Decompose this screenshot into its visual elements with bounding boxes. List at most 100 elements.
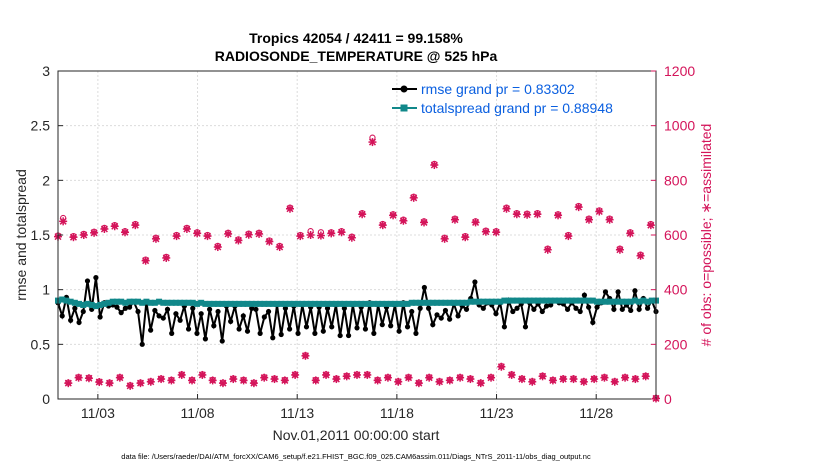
obs-assimilated-point — [250, 379, 258, 387]
rmse-point — [371, 331, 376, 336]
rmse-point — [405, 324, 410, 329]
rmse-point — [215, 309, 220, 314]
rmse-point — [98, 314, 103, 319]
rmse-point — [241, 313, 246, 318]
rmse-point — [628, 308, 633, 313]
rmse-point — [363, 326, 368, 331]
rmse-point — [119, 310, 124, 315]
rmse-point — [279, 332, 284, 337]
rmse-point — [211, 323, 216, 328]
rmse-point — [85, 278, 90, 283]
rmse-point — [590, 320, 595, 325]
obs-assimilated-point — [585, 216, 593, 224]
obs-assimilated-point — [157, 375, 165, 383]
legend-rmse-label: rmse grand pr = 0.83302 — [421, 81, 575, 97]
rmse-point — [338, 333, 343, 338]
obs-assimilated-point — [281, 376, 289, 384]
obs-assimilated-point — [106, 379, 114, 387]
obs-assimilated-point — [631, 375, 639, 383]
legend-rmse-marker — [401, 86, 408, 93]
rmse-point — [287, 326, 292, 331]
obs-assimilated-point — [435, 378, 443, 386]
obs-assimilated-point — [368, 138, 376, 146]
rmse-point — [312, 331, 317, 336]
obs-assimilated-point — [528, 378, 536, 386]
obs-assimilated-point — [332, 375, 340, 383]
rmse-point — [426, 306, 431, 311]
obs-assimilated-point — [85, 374, 93, 382]
rmse-point — [620, 307, 625, 312]
y2-tick-label: 0 — [664, 391, 672, 407]
x-tick-label: 11/03 — [81, 405, 115, 421]
obs-assimilated-point — [549, 376, 557, 384]
rmse-point — [615, 289, 620, 294]
rmse-point — [514, 306, 519, 311]
obs-assimilated-point — [95, 378, 103, 386]
obs-assimilated-point — [271, 375, 279, 383]
y2-tick-label: 200 — [664, 336, 688, 352]
rmse-point — [603, 289, 608, 294]
obs-assimilated-point — [554, 211, 562, 219]
rmse-point — [531, 307, 536, 312]
rmse-point — [270, 335, 275, 340]
obs-assimilated-point — [69, 233, 77, 241]
obs-assimilated-point — [209, 376, 217, 384]
rmse-point — [439, 315, 444, 320]
obs-assimilated-point — [482, 228, 490, 236]
obs-assimilated-point — [472, 218, 480, 226]
rmse-point — [594, 305, 599, 310]
rmse-point — [152, 308, 157, 313]
rmse-point — [194, 331, 199, 336]
rmse-point — [502, 324, 507, 329]
y2-tick-label: 400 — [664, 282, 688, 298]
rmse-point — [161, 315, 166, 320]
obs-assimilated-point — [477, 379, 485, 387]
obs-assimilated-point — [291, 371, 299, 379]
obs-assimilated-point — [559, 375, 567, 383]
obs-assimilated-point — [147, 378, 155, 386]
obs-assimilated-point — [606, 216, 614, 224]
obs-assimilated-point — [265, 238, 273, 246]
rmse-point — [178, 318, 183, 323]
obs-assimilated-point — [441, 235, 449, 243]
obs-assimilated-point — [312, 376, 320, 384]
obs-assimilated-point — [533, 210, 541, 218]
rmse-point — [81, 309, 86, 314]
obs-assimilated-point — [595, 207, 603, 215]
obs-assimilated-point — [374, 376, 382, 384]
obs-assimilated-point — [167, 376, 175, 384]
obs-assimilated-point — [173, 232, 181, 240]
obs-assimilated-point — [642, 372, 650, 380]
rmse-point — [262, 314, 267, 319]
rmse-point — [346, 333, 351, 338]
y2-tick-label: 1000 — [664, 118, 695, 134]
x-tick-label: 11/08 — [181, 405, 215, 421]
obs-assimilated-point — [162, 254, 170, 262]
rmse-point — [586, 305, 591, 310]
obs-assimilated-point — [136, 379, 144, 387]
obs-assimilated-point — [379, 221, 387, 229]
obs-assimilated-point — [317, 232, 325, 240]
rmse-point — [203, 336, 208, 341]
rmse-point — [573, 306, 578, 311]
obs-assimilated-point — [188, 376, 196, 384]
obs-assimilated-point — [363, 371, 371, 379]
obs-assimilated-point — [152, 235, 160, 243]
rmse-point — [443, 308, 448, 313]
rmse-point — [76, 320, 81, 325]
obs-assimilated-point — [348, 234, 356, 242]
obs-assimilated-point — [425, 374, 433, 382]
rmse-point — [582, 293, 587, 298]
obs-assimilated-point — [600, 374, 608, 382]
y-tick-label: 2 — [42, 172, 50, 188]
rmse-point — [207, 307, 212, 312]
rmse-point — [413, 331, 418, 336]
obs-assimilated-point — [121, 228, 129, 236]
obs-assimilated-point — [343, 372, 351, 380]
obs-assimilated-point — [415, 379, 423, 387]
obs-assimilated-point — [461, 233, 469, 241]
legend-spread-label: totalspread grand pr = 0.88948 — [421, 100, 613, 116]
obs-assimilated-point — [80, 231, 88, 239]
y2-tick-label: 800 — [664, 172, 688, 188]
rmse-point — [228, 319, 233, 324]
